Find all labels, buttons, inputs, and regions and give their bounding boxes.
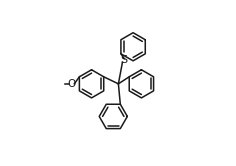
Text: S: S bbox=[120, 55, 127, 65]
Text: O: O bbox=[68, 79, 76, 89]
